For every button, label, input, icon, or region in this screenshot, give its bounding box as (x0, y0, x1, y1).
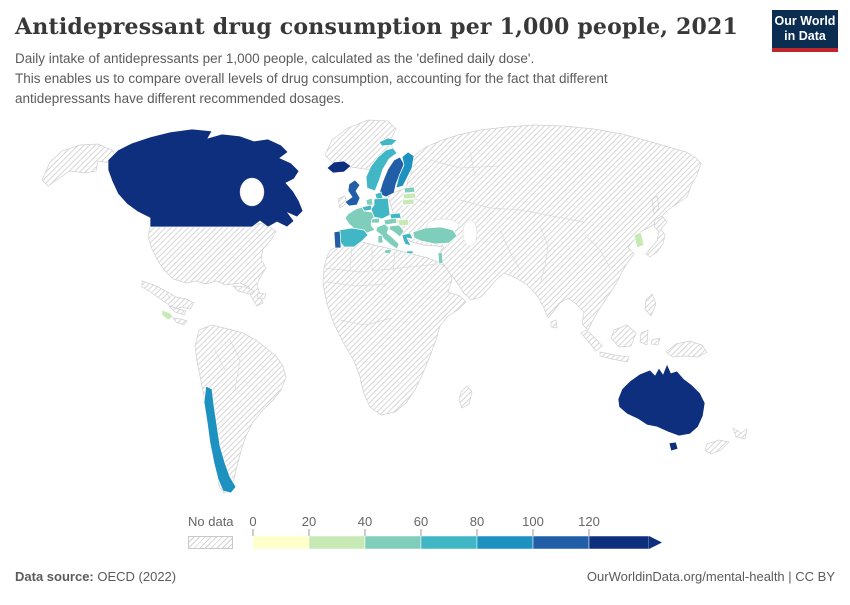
data-countries[interactable] (107, 128, 706, 494)
country-greece-crete[interactable] (405, 250, 415, 255)
landmass-sumatra[interactable] (580, 329, 603, 352)
country-italy[interactable] (375, 223, 400, 250)
country-israel[interactable] (437, 251, 444, 265)
license-note: OurWorldinData.org/mental-health | CC BY (586, 569, 835, 584)
subtitle-line-3: antidepressants have different recommend… (15, 91, 345, 106)
country-estonia[interactable] (403, 186, 416, 194)
landmass-sri-lanka[interactable] (550, 319, 558, 329)
landmass-new-zealand-south[interactable] (704, 439, 730, 455)
country-greece[interactable] (401, 232, 414, 247)
country-italy-sardinia[interactable] (377, 234, 384, 244)
legend-tick-label-120: 120 (578, 514, 600, 529)
country-norway[interactable] (365, 147, 398, 192)
legend-bin-120+[interactable] (588, 535, 650, 550)
country-turkey[interactable] (412, 226, 458, 245)
country-switzerland[interactable] (370, 217, 381, 224)
landmass-panama[interactable] (172, 317, 188, 326)
landmass-alaska[interactable] (41, 143, 118, 187)
country-latvia[interactable] (402, 192, 417, 200)
country-lithuania[interactable] (401, 198, 415, 206)
chart-header: Antidepressant drug consumption per 1,00… (15, 14, 755, 109)
legend-tick-label-80: 80 (470, 514, 484, 529)
owid-logo: Our World in Data (772, 10, 838, 52)
data-source-value: OECD (2022) (93, 569, 177, 584)
landmass-central-america[interactable] (168, 305, 187, 316)
landmass-eurasia[interactable] (387, 124, 702, 331)
country-italy-sicily[interactable] (383, 248, 393, 255)
landmass-maluku[interactable] (650, 337, 661, 346)
landmass-java[interactable] (599, 351, 630, 363)
legend-bar-svg[interactable]: 0 20 40 60 80 100 120 (245, 514, 675, 554)
page-title: Antidepressant drug consumption per 1,00… (15, 14, 739, 40)
legend-tick-label-0: 0 (249, 514, 256, 529)
country-canada[interactable] (107, 128, 304, 228)
landmass-hispaniola[interactable] (256, 292, 267, 300)
landmass-philippines[interactable] (644, 293, 657, 317)
subtitle-line-2: This enables us to compare overall level… (15, 71, 608, 86)
no-data-landmasses[interactable] (41, 119, 748, 494)
country-portugal[interactable] (333, 230, 342, 249)
landmass-usa[interactable] (147, 222, 277, 307)
legend-bin-80-100[interactable] (476, 535, 534, 550)
country-hungary[interactable] (397, 218, 410, 227)
chart-footer: Data source: OECD (2022) OurWorldinData.… (15, 569, 835, 584)
landmass-sakhalin[interactable] (651, 195, 660, 215)
country-svalbard[interactable] (378, 137, 398, 147)
legend-no-data-swatch[interactable] (188, 536, 233, 549)
country-united-kingdom[interactable] (344, 179, 361, 207)
landmass-new-guinea[interactable] (665, 340, 708, 358)
landmass-madagascar[interactable] (458, 385, 473, 409)
legend-tick-label-100: 100 (522, 514, 544, 529)
landmass-new-zealand-north[interactable] (732, 427, 748, 440)
country-australia[interactable] (617, 363, 706, 437)
legend-tick-label-20: 20 (302, 514, 316, 529)
legend-bin-20-40[interactable] (308, 535, 366, 550)
data-source-note: Data source: OECD (2022) (15, 569, 176, 584)
landmass-borneo[interactable] (610, 324, 637, 348)
country-iceland[interactable] (326, 160, 352, 174)
landmass-sulawesi[interactable] (639, 329, 649, 346)
country-finland[interactable] (395, 151, 415, 189)
legend-arrow (649, 536, 662, 549)
chart-subtitle: Daily intake of antidepressants per 1,00… (15, 49, 755, 109)
hudson-bay-overlay (239, 177, 265, 207)
landmass-cuba[interactable] (232, 285, 255, 295)
subtitle-line-1: Daily intake of antidepressants per 1,00… (15, 51, 535, 66)
data-source-label: Data source: (15, 569, 94, 584)
country-borders (165, 151, 611, 391)
landmass-africa[interactable] (322, 241, 467, 416)
country-france[interactable] (344, 206, 376, 234)
country-croatia-slovenia[interactable] (388, 224, 405, 238)
legend-no-data-label: No data (188, 514, 234, 529)
country-denmark[interactable] (374, 191, 384, 201)
country-south-korea[interactable] (633, 231, 645, 249)
caspian-sea (462, 219, 478, 247)
legend-bin-40-60[interactable] (364, 535, 422, 550)
owid-logo-line-1: Our World (774, 14, 836, 28)
legend-bin-0-20[interactable] (252, 535, 310, 550)
country-australia-tasmania[interactable] (668, 441, 679, 452)
country-czechia[interactable] (389, 212, 402, 220)
legend-bin-100-120[interactable] (532, 535, 590, 550)
legend-tick-label-40: 40 (358, 514, 372, 529)
map-legend[interactable]: No data 0 20 40 60 80 100 120 (188, 514, 708, 554)
country-netherlands[interactable] (365, 197, 374, 206)
country-chile[interactable] (203, 385, 237, 494)
country-austria[interactable] (383, 217, 398, 226)
legend-tick-label-60: 60 (414, 514, 428, 529)
landmass-japan[interactable] (645, 215, 668, 258)
legend-bin-60-80[interactable] (420, 535, 478, 550)
owid-logo-line-2: in Data (784, 29, 826, 43)
country-costa-rica[interactable] (161, 309, 174, 321)
